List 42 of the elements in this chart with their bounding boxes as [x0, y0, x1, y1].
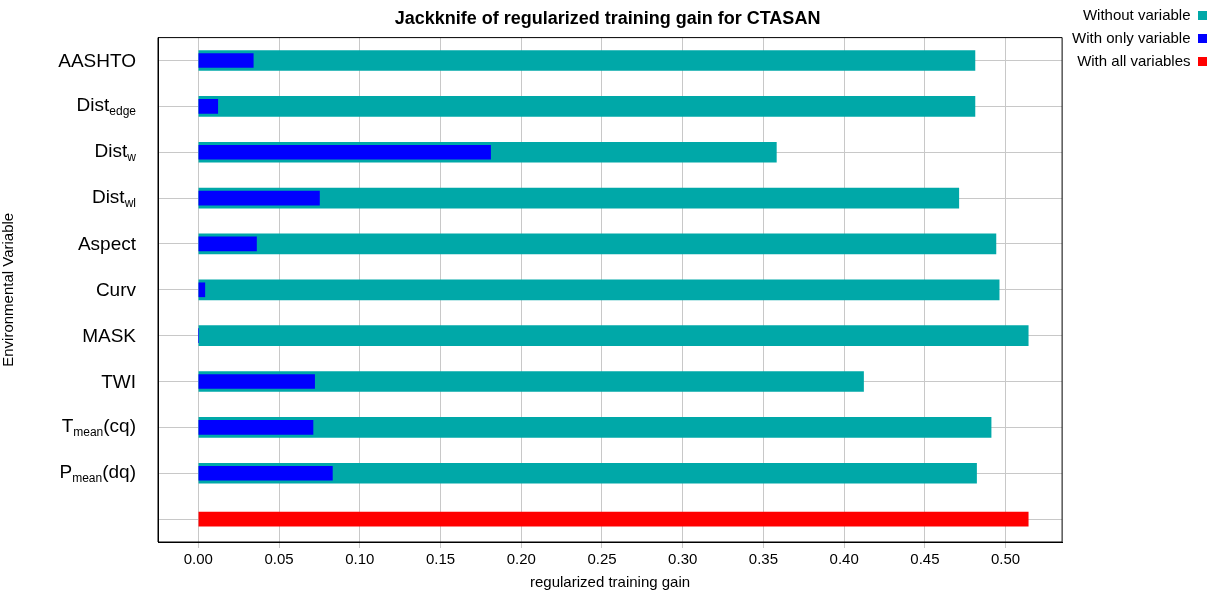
x-tick-label: 0.15	[425, 550, 456, 568]
x-tick-label: 0.10	[345, 550, 375, 568]
x-tick-label: 0.45	[910, 550, 940, 568]
bar	[198, 282, 206, 298]
y-tick-label: MASK	[82, 324, 136, 347]
x-tick-label: 0.00	[183, 550, 213, 568]
y-tick-label: Dist$_{edge}$	[76, 93, 136, 119]
chart-title: Jackknife of regularized training gain for CTASAN	[394, 7, 821, 28]
bar	[198, 420, 314, 435]
bar	[198, 96, 976, 117]
bar	[198, 233, 997, 255]
y-tick-label: P$_{mean}$(dq)	[59, 460, 136, 486]
x-tick-label: 0.50	[991, 550, 1021, 568]
x-axis-title: regularized training gain	[530, 573, 691, 591]
bar	[198, 144, 491, 160]
y-tick-label: Aspect	[77, 232, 136, 255]
x-tick-label: 0.30	[668, 550, 698, 568]
y-axis-title: Environmental Variable	[0, 212, 17, 367]
bar	[198, 99, 219, 114]
y-tick-label: Dist$_{w}$	[94, 139, 136, 165]
x-tick-label: 0.25	[587, 550, 617, 568]
bar	[198, 190, 320, 206]
bar	[198, 325, 1029, 346]
x-tick-label: 0.05	[264, 550, 294, 568]
bar	[198, 236, 257, 252]
bar	[198, 279, 1000, 301]
legend-label: With all variables	[1077, 51, 1191, 69]
y-tick-label: T$_{mean}$(cq)	[61, 414, 136, 440]
x-tick-label: 0.35	[748, 550, 779, 568]
y-tick-label: Curv	[95, 278, 136, 301]
bar	[198, 465, 333, 481]
y-tick-label: AASHTO	[58, 49, 136, 72]
legend-label: Without variable	[1082, 5, 1191, 23]
bar	[198, 374, 315, 389]
y-tick-label: TWI	[101, 370, 136, 393]
y-tick-label: Dist$_{wl}$	[91, 185, 136, 211]
x-tick-label: 0.40	[829, 550, 859, 568]
bar	[198, 50, 976, 71]
legend-label: With only variable	[1072, 28, 1191, 46]
bar	[198, 53, 254, 68]
bar	[198, 511, 1029, 527]
x-tick-label: 0.20	[506, 550, 536, 568]
